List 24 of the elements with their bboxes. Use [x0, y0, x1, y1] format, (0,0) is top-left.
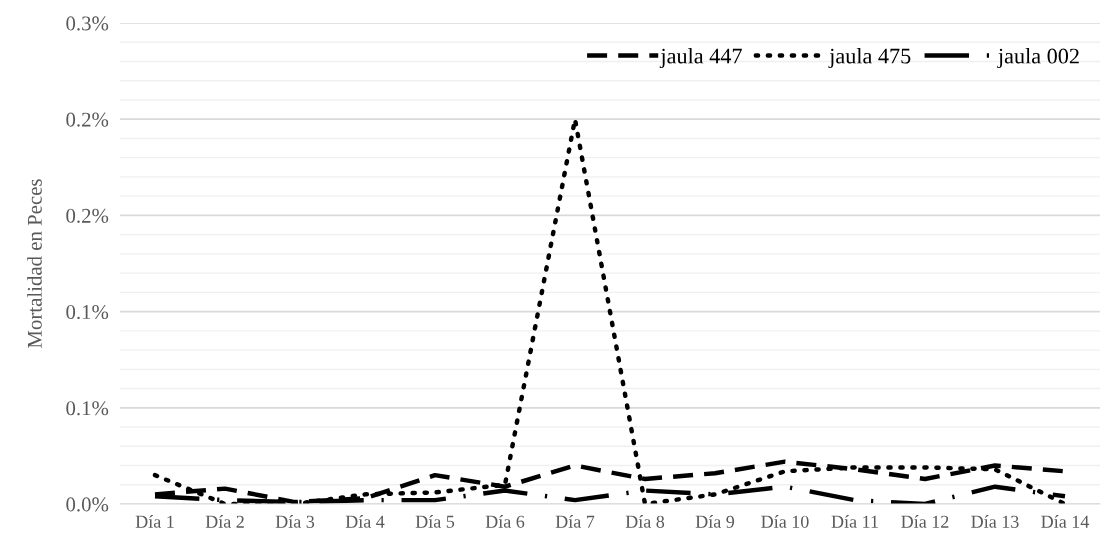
x-tick-label: Día 3 [275, 515, 315, 528]
legend-label: jaula 002 [997, 47, 1079, 69]
y-tick-label: 0.2% [66, 112, 109, 127]
x-tick-label: Día 4 [345, 515, 385, 528]
x-tick-label: Día 5 [415, 515, 455, 528]
legend-label: jaula 447 [659, 47, 742, 69]
y-tick-label: 0.1% [66, 401, 109, 416]
y-tick-label: 0.0% [66, 497, 109, 512]
x-tick-label: Día 2 [205, 515, 244, 528]
x-tick-label: Día 6 [485, 515, 525, 528]
y-tick-label: 0.3% [66, 16, 109, 31]
x-tick-label: Día 7 [555, 515, 595, 528]
y-tick-label: 0.1% [66, 304, 109, 320]
x-tick-label: Día 10 [761, 515, 809, 528]
y-tick-label: 0.2% [66, 208, 109, 223]
x-tick-label: Día 11 [831, 515, 878, 528]
x-tick-label: Día 12 [901, 515, 949, 528]
legend-label: jaula 475 [828, 47, 911, 69]
x-tick-label: Día 13 [971, 515, 1019, 528]
x-tick-label: Día 14 [1041, 515, 1090, 528]
y-axis-title: Mortalidad en Peces [27, 179, 42, 348]
x-tick-label: Día 8 [625, 515, 665, 528]
x-tick-label: Día 1 [135, 515, 174, 528]
x-tick-label: Día 9 [695, 515, 735, 528]
